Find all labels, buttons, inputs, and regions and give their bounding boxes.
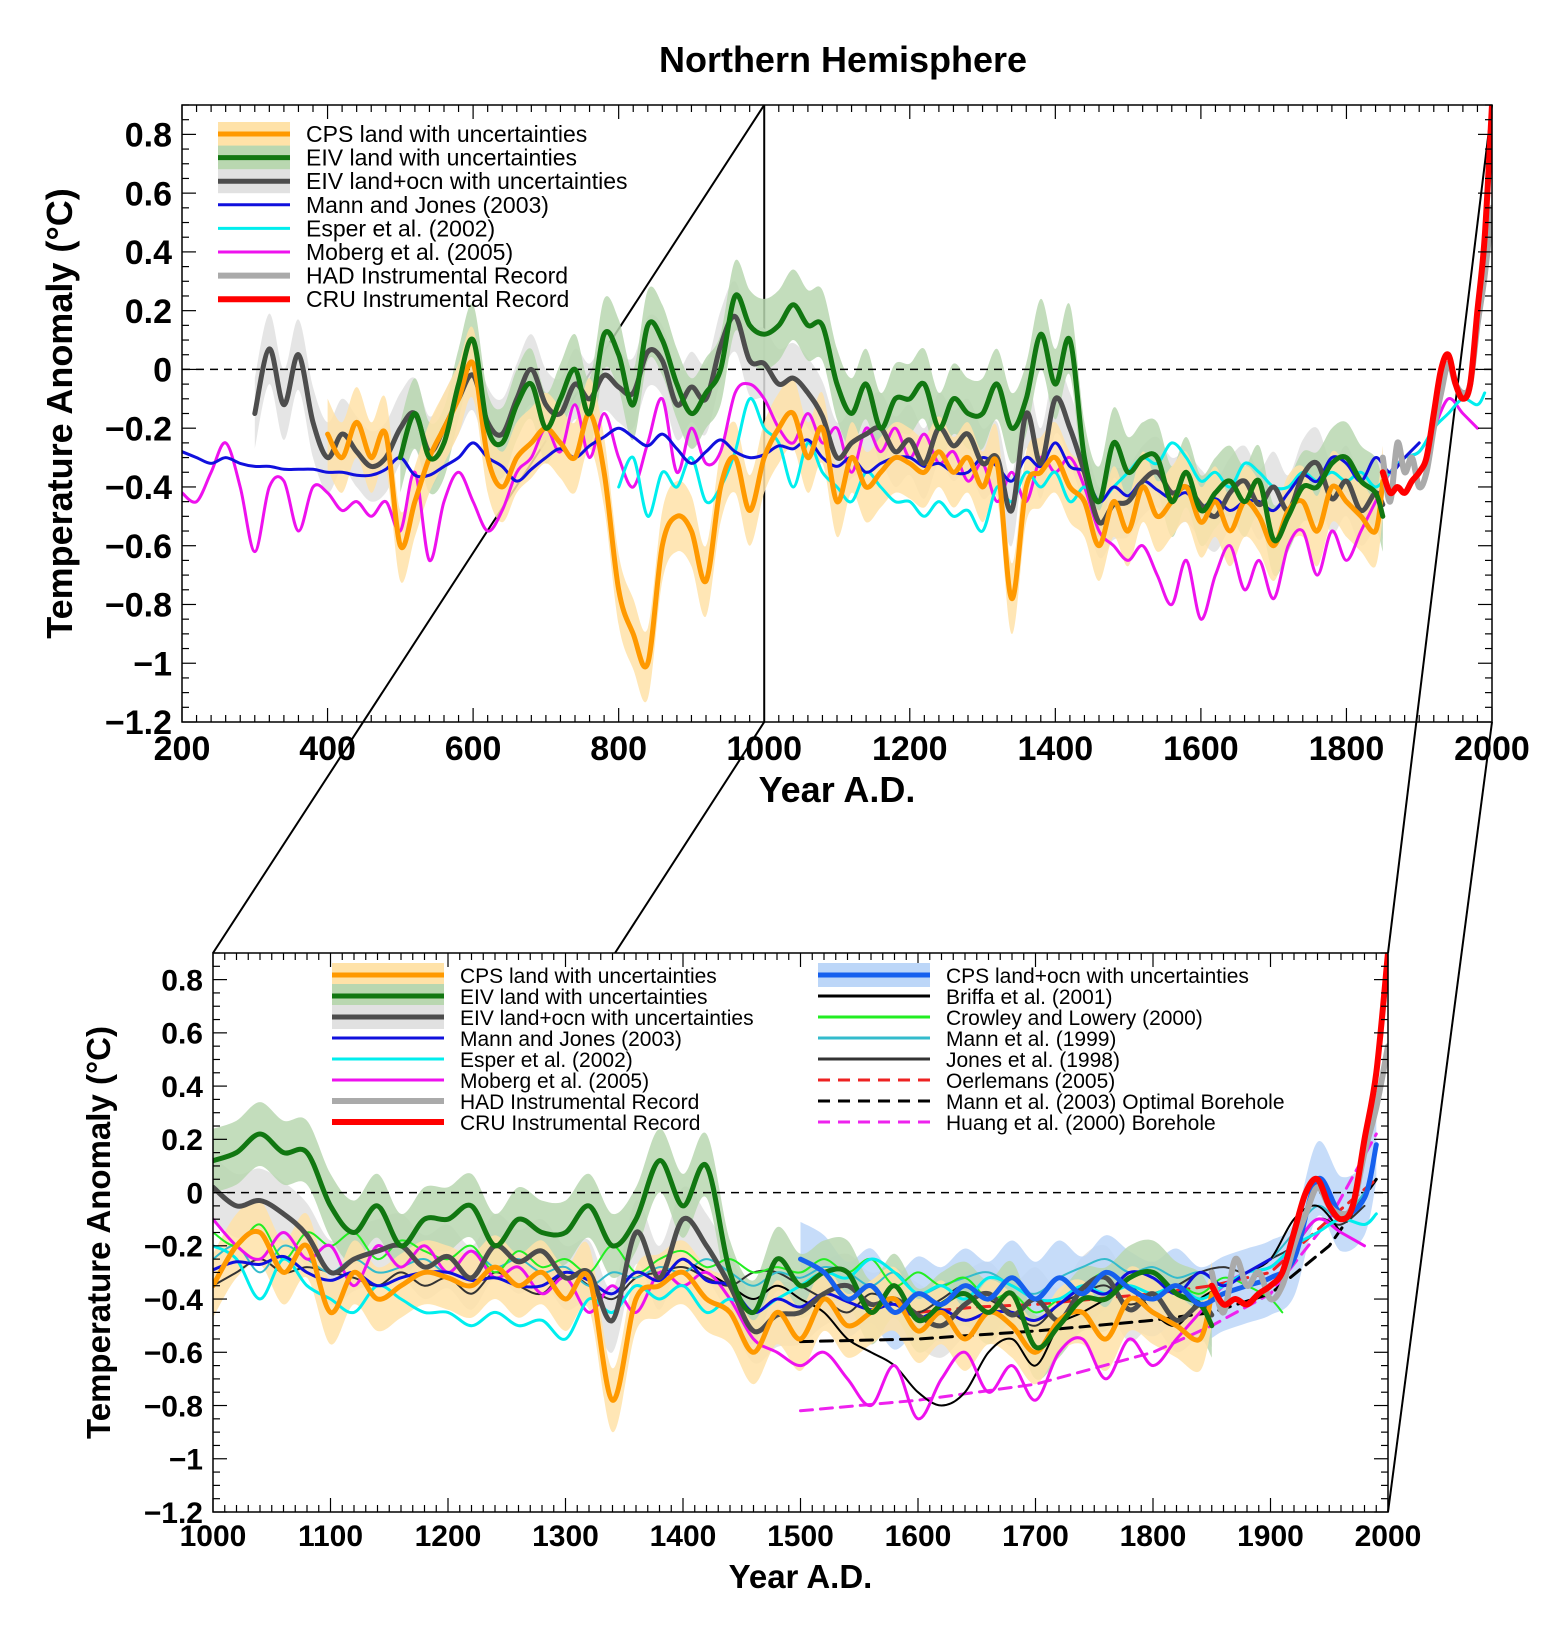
series-line-eiv-top — [397, 292, 1386, 544]
legend-label-briffa: Briffa et al. (2001) — [946, 986, 1113, 1009]
y-tick-label: 0.8 — [161, 964, 203, 997]
x-tick-label: 1600 — [1163, 730, 1239, 768]
y-tick-label: −1 — [133, 645, 172, 683]
y-tick-label: 0.4 — [125, 234, 172, 272]
y-tick-label: −0.4 — [105, 469, 172, 507]
series-line-moberg-bottom — [213, 1217, 1366, 1421]
y-tick-label: −0.8 — [105, 587, 172, 625]
y-tick-label: 0 — [153, 352, 172, 390]
legend-label-cru: CRU Instrumental Record — [460, 1112, 700, 1135]
x-tick-label: 1000 — [726, 730, 802, 768]
x-tick-label: 1400 — [1018, 730, 1094, 768]
y-tick-label: −0.6 — [144, 1337, 203, 1370]
zoom-line-right-upper — [1387, 104, 1493, 954]
x-tick-label: 1400 — [650, 1520, 717, 1553]
y-tick-label: 0.8 — [125, 117, 172, 155]
top-panel: 200 400 600 800 1000 1200 1400 1600 1800 2000 0.8 0… — [39, 104, 1530, 810]
series-line-cpsocn-bottom — [798, 1142, 1379, 1315]
legend-label-cru: CRU Instrumental Record — [306, 286, 569, 312]
legend-label-mj: Mann and Jones (2003) — [306, 192, 549, 218]
y-tick-label: 0.2 — [125, 293, 172, 331]
x-tick-label: 2000 — [1355, 1520, 1422, 1553]
x-tick-label: 200 — [154, 730, 211, 768]
y-axis-label: Temperature Anomaly (°C) — [39, 188, 80, 638]
x-tick-label: 1600 — [885, 1520, 952, 1553]
x-tick-label: 1200 — [415, 1520, 482, 1553]
series-line-eivlo-bottom — [213, 1184, 1215, 1335]
series-line-cru-top — [1379, 105, 1492, 497]
y-tick-label: −1.2 — [105, 704, 172, 742]
y-tick-label: −0.2 — [105, 410, 172, 448]
legend-label-esper: Esper et al. (2002) — [460, 1049, 633, 1072]
x-tick-label: 800 — [590, 730, 647, 768]
legend-label-eivlo: EIV land+ocn with uncertainties — [306, 168, 628, 194]
x-tick-label: 1300 — [532, 1520, 599, 1553]
legend-label-had: HAD Instrumental Record — [306, 263, 568, 289]
series-line-cru-bottom — [1208, 953, 1388, 1308]
legend-label-esper: Esper et al. (2002) — [306, 215, 495, 241]
y-tick-label: −0.8 — [144, 1390, 203, 1423]
x-tick-label: 1200 — [872, 730, 948, 768]
legend-label-jones: Jones et al. (1998) — [946, 1049, 1120, 1072]
y-tick-label: 0.6 — [161, 1018, 203, 1051]
x-tick-label: 400 — [299, 730, 356, 768]
series-line-cps-bottom — [213, 1228, 1215, 1403]
y-tick-label: −0.6 — [105, 528, 172, 566]
y-tick-label: −0.2 — [144, 1231, 203, 1264]
legend-label-eivlo: EIV land+ocn with uncertainties — [460, 1007, 754, 1030]
legend-label-crowley: Crowley and Lowery (2000) — [946, 1007, 1203, 1030]
x-tick-label: 1500 — [767, 1520, 834, 1553]
y-tick-label: −1 — [169, 1444, 203, 1477]
x-axis-label: Year A.D. — [759, 769, 916, 810]
legend-label-cpsocn: CPS land+ocn with uncertainties — [946, 965, 1249, 988]
x-tick-label: 1000 — [180, 1520, 247, 1553]
y-tick-label: 0.6 — [125, 175, 172, 213]
y-tick-label: 0.4 — [161, 1071, 203, 1104]
legend-label-had: HAD Instrumental Record — [460, 1091, 699, 1114]
x-axis-label: Year A.D. — [729, 1558, 873, 1595]
zoom-connector-lines — [212, 104, 1493, 1513]
x-tick-label: 1800 — [1120, 1520, 1187, 1553]
y-axis-label: Temperature Anomaly (°C) — [80, 1026, 117, 1439]
figure-title: Northern Hemisphere — [659, 39, 1027, 80]
zoom-line-left-lower — [614, 721, 766, 954]
legend-label-cps: CPS land with uncertainties — [306, 121, 587, 147]
y-tick-label: −1.2 — [144, 1497, 203, 1530]
x-tick-label: 1900 — [1237, 1520, 1304, 1553]
legend-label-cps: CPS land with uncertainties — [460, 965, 717, 988]
x-tick-label: 1100 — [298, 1520, 363, 1553]
y-tick-label: −0.4 — [144, 1284, 204, 1317]
legend-label-moberg: Moberg et al. (2005) — [306, 239, 513, 265]
legend-label-borehole_huang: Huang et al. (2000) Borehole — [946, 1112, 1216, 1135]
zoom-line-right-lower — [1387, 721, 1493, 1513]
x-tick-label: 2000 — [1454, 730, 1530, 768]
series-line-cps-top — [325, 359, 1386, 670]
y-tick-label: 0.2 — [161, 1124, 203, 1157]
series-line-eiv-bottom — [213, 1131, 1215, 1351]
legend-label-mann99: Mann et al. (1999) — [946, 1028, 1116, 1051]
zoom-line-left-upper — [212, 104, 766, 954]
x-tick-label: 1800 — [1309, 730, 1385, 768]
legend-label-eiv: EIV land with uncertainties — [306, 145, 577, 171]
x-tick-label: 600 — [445, 730, 502, 768]
bottom-panel: 1000 1100 1200 1300 1400 1500 1600 1700 1800 1900… — [80, 952, 1422, 1595]
legend-label-oerlemans: Oerlemans (2005) — [946, 1070, 1115, 1093]
y-tick-label: 0 — [186, 1177, 203, 1210]
legend-label-moberg: Moberg et al. (2005) — [460, 1070, 649, 1093]
legend-label-borehole_mann: Mann et al. (2003) Optimal Borehole — [946, 1091, 1285, 1114]
legend-label-eiv: EIV land with uncertainties — [460, 986, 707, 1009]
plot-area — [182, 105, 1492, 703]
x-tick-label: 1700 — [1002, 1520, 1069, 1553]
plot-area — [213, 953, 1388, 1433]
legend-label-mj: Mann and Jones (2003) — [460, 1028, 682, 1051]
